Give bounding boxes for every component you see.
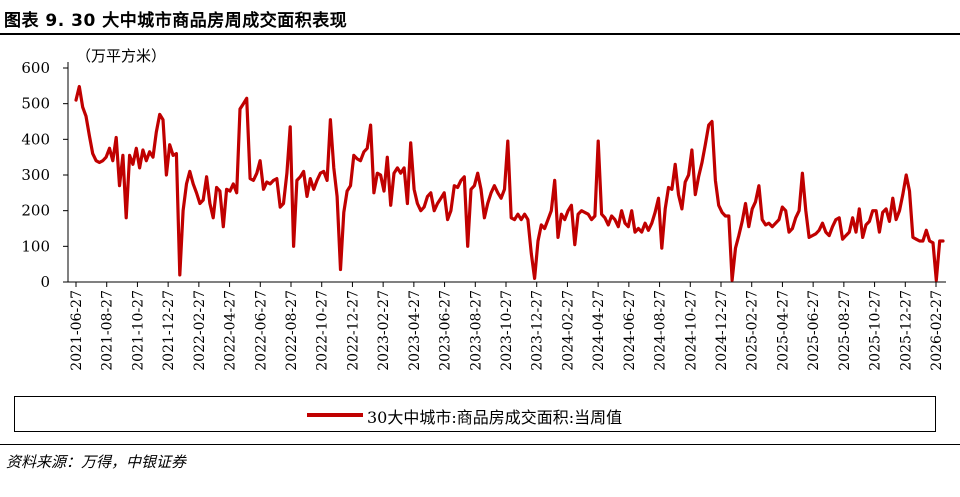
x-tick-label: 2024-02-27 [560,290,576,371]
x-tick-label: 2023-12-27 [530,290,546,371]
x-tick-label: 2025-10-27 [868,290,884,371]
x-tick-label: 2022-06-27 [253,290,269,371]
y-tick-label: 0 [40,273,50,291]
legend-label: 30大中城市:商品房成交面积:当周值 [367,408,623,427]
x-tick-label: 2025-02-27 [745,290,761,371]
x-tick-label: 2024-10-27 [683,290,699,371]
source-note: 资料来源：万得，中银证券 [6,453,187,471]
x-tick-label: 2026-02-27 [929,290,945,371]
series-line [74,84,945,282]
x-tick-label: 2025-04-27 [775,290,791,371]
x-tick-label: 2023-06-27 [438,290,454,371]
y-tick-label: 400 [21,130,50,148]
x-tick-label: 2022-04-27 [223,290,239,371]
chart-title: 图表 9. 30 大中城市商品房周成交面积表现 [4,11,348,31]
y-tick-label: 600 [21,59,50,77]
y-tick-label: 300 [21,166,50,184]
line-chart: （万平方米） 0 100 200 300 400 500 600 2021-06-27 2021-… [21,47,946,371]
title-rule [0,33,960,35]
x-tick-label: 2021-08-27 [100,290,116,371]
x-tick-label: 2022-08-27 [284,290,300,371]
legend: 30大中城市:商品房成交面积:当周值 [14,396,936,432]
x-tick-label: 2024-12-27 [714,290,730,371]
legend-swatch [307,413,363,417]
x-tick-label: 2023-10-27 [499,290,515,371]
x-tick-label: 2025-12-27 [898,290,914,371]
x-tick-label: 2024-08-27 [653,290,669,371]
x-tick-label: 2022-02-27 [192,290,208,371]
x-tick-label: 2021-12-27 [161,290,177,371]
footer-rule [0,444,960,445]
y-tick-label: 500 [21,95,50,113]
x-tick-label: 2025-06-27 [806,290,822,371]
y-unit-label: （万平方米） [76,47,166,65]
x-tick-label: 2021-06-27 [69,290,85,371]
y-tick-label: 200 [21,202,50,220]
x-tick-label: 2022-10-27 [315,290,331,371]
x-tick-label: 2023-08-27 [468,290,484,371]
x-tick-label: 2023-04-27 [407,290,423,371]
y-tick-label: 100 [21,237,50,255]
x-tick-label: 2024-04-27 [591,290,607,371]
x-tick-label: 2025-08-27 [837,290,853,371]
x-tick-label: 2022-12-27 [345,290,361,371]
x-tick-label: 2023-02-27 [376,290,392,371]
x-tick-label: 2021-10-27 [130,290,146,371]
x-tick-label: 2024-06-27 [622,290,638,371]
